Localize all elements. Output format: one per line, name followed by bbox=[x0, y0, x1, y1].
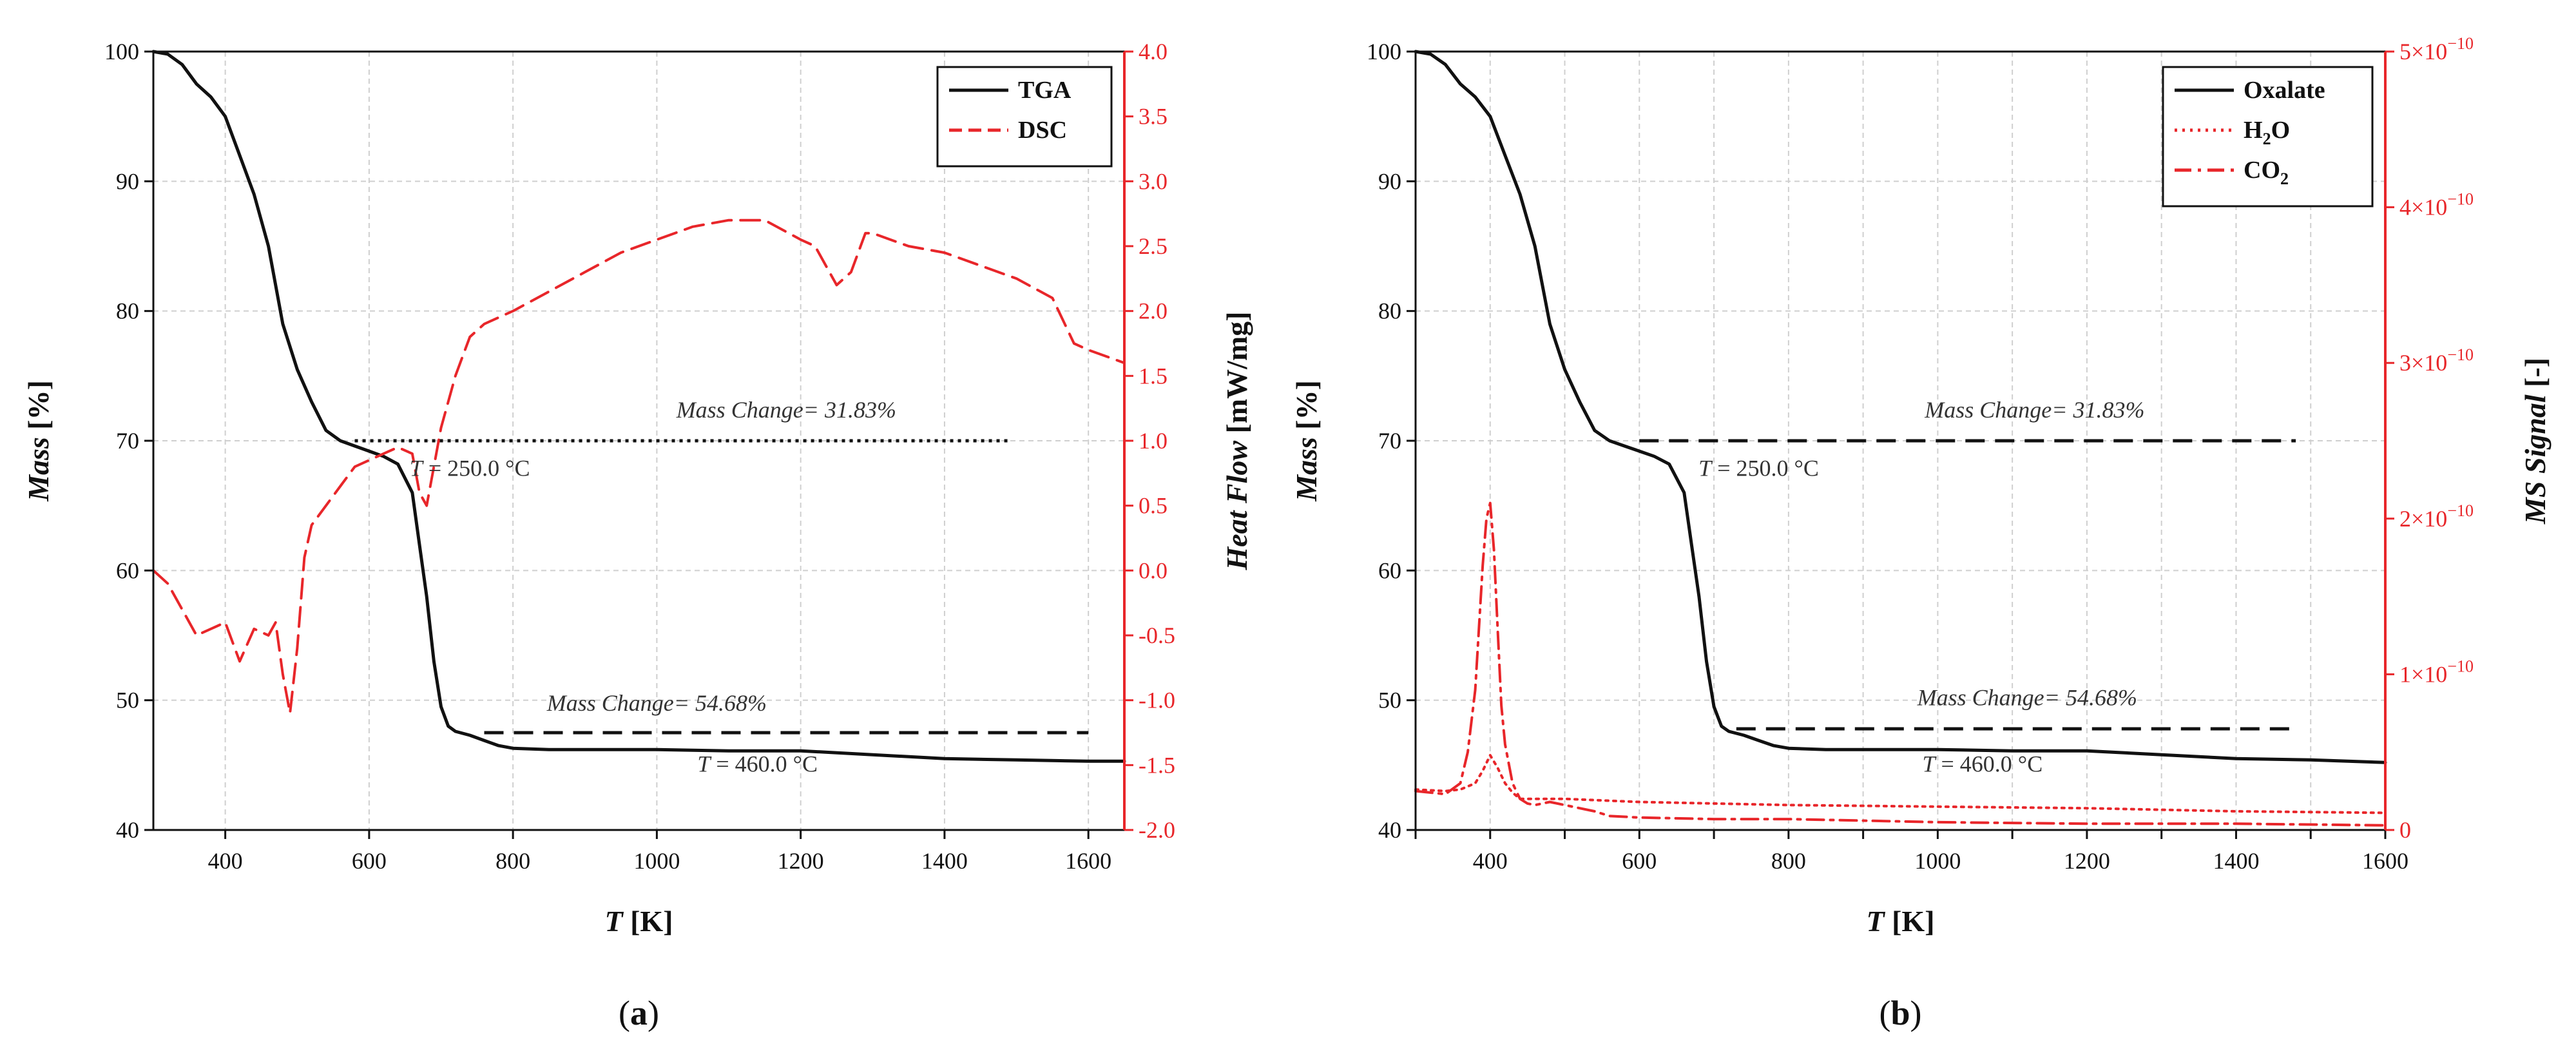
y-tick-label: 100 bbox=[104, 39, 139, 64]
panel-a-mass-change-lines bbox=[354, 439, 1089, 735]
temperature-label: T = 460.0 °C bbox=[1922, 751, 2043, 776]
y2-tick-label: 4.0 bbox=[1139, 39, 1168, 64]
y-tick-label: 80 bbox=[1378, 298, 1401, 324]
x-tick-label: 800 bbox=[1771, 848, 1806, 874]
panel-b-y-axis-label: Mass [%] bbox=[1290, 380, 1323, 502]
legend-label: Oxalate bbox=[2244, 77, 2325, 104]
legend-label: TGA bbox=[1018, 77, 1072, 104]
y-tick-label: 100 bbox=[1367, 39, 1401, 64]
y-tick-label: 50 bbox=[1378, 688, 1401, 713]
series-oxalate-line bbox=[1414, 50, 2387, 764]
panel-a-x-axis-label: T [K] bbox=[604, 905, 673, 938]
panel-a-y2-ticks: -2.0 -1.5 -1.0 -0.5 0.0 0.5 1.0 1.5 2.0 2.5 3.0 3.5… bbox=[1123, 39, 1175, 843]
x-tick-label: 1200 bbox=[778, 848, 824, 874]
panel-b-label: (b) bbox=[1879, 994, 1921, 1032]
mass-change-label: Mass Change= 54.68% bbox=[546, 690, 767, 716]
y-tick-label: 90 bbox=[116, 168, 139, 194]
y2-tick-label: 2.5 bbox=[1139, 233, 1168, 259]
x-tick-label: 1200 bbox=[2064, 848, 2110, 874]
x-tick-label: 600 bbox=[1622, 848, 1657, 874]
panel-b-chart: 400 600 800 1000 1200 1400 1600 40506070809010… bbox=[1290, 34, 2552, 1032]
panel-b-mass-change-lines bbox=[1639, 439, 2296, 731]
temperature-label: T = 460.0 °C bbox=[697, 751, 818, 776]
mass-change-label: Mass Change= 31.83% bbox=[1924, 397, 2144, 423]
legend-label: H2O bbox=[2244, 117, 2290, 148]
temperature-label: T = 250.0 °C bbox=[410, 455, 530, 481]
panel-a-y-axis-label: Mass [%] bbox=[22, 380, 55, 502]
y-tick-label: 60 bbox=[1378, 557, 1401, 583]
y2-tick-label: 4×10−10 bbox=[2399, 190, 2474, 220]
panel-b-legend: Oxalate H2O CO2 bbox=[2162, 66, 2374, 207]
y-tick-label: 90 bbox=[1378, 168, 1401, 194]
x-tick-label: 1600 bbox=[1065, 848, 1111, 874]
panel-b-y2-axis-label: MS Signal [-] bbox=[2519, 358, 2552, 525]
y2-tick-label: 0.5 bbox=[1139, 493, 1168, 519]
panel-a-y-ticks: 40 50 60 70 80 90 100 bbox=[104, 39, 153, 843]
x-tick-label: 400 bbox=[208, 848, 243, 874]
y2-tick-label: 2.0 bbox=[1139, 298, 1168, 324]
y2-tick-label: 3.5 bbox=[1139, 104, 1168, 130]
panel-b-y-ticks: 40 50 60 70 80 90 100 bbox=[1367, 39, 1416, 843]
panel-a-legend: TGA DSC bbox=[936, 66, 1113, 168]
y2-tick-label: -2.0 bbox=[1139, 817, 1175, 843]
series-dsc-line bbox=[152, 218, 1126, 715]
y-tick-label: 60 bbox=[116, 557, 139, 583]
y-tick-label: 40 bbox=[1378, 817, 1401, 843]
x-tick-label: 1600 bbox=[2362, 848, 2408, 874]
panel-a-series bbox=[151, 50, 1126, 763]
y-tick-label: 80 bbox=[116, 298, 139, 324]
y-tick-label: 70 bbox=[1378, 428, 1401, 454]
y2-tick-label: 5×10−10 bbox=[2399, 34, 2474, 64]
panel-b-series bbox=[1414, 50, 2387, 827]
panel-b-annotations: Mass Change= 31.83% Mass Change= 54.68% T … bbox=[1698, 397, 2144, 777]
y-tick-label: 40 bbox=[116, 817, 139, 843]
legend-box bbox=[936, 66, 1113, 168]
x-tick-label: 400 bbox=[1473, 848, 1508, 874]
y2-tick-label: 3.0 bbox=[1139, 168, 1168, 194]
y2-tick-label: 3×10−10 bbox=[2399, 345, 2474, 376]
x-tick-label: 800 bbox=[495, 848, 530, 874]
panel-b-x-axis-label: T [K] bbox=[1866, 905, 1934, 938]
temperature-label: T = 250.0 °C bbox=[1698, 455, 1819, 481]
y2-tick-label: -0.5 bbox=[1139, 622, 1175, 648]
y2-tick-label: 2×10−10 bbox=[2399, 501, 2474, 532]
y2-tick-label: -1.0 bbox=[1139, 688, 1175, 713]
y2-tick-label: 1.0 bbox=[1139, 428, 1168, 454]
y2-tick-label: 0 bbox=[2399, 817, 2411, 843]
panel-a-annotations: Mass Change= 31.83% Mass Change= 54.68% T … bbox=[410, 397, 896, 777]
legend-label: DSC bbox=[1018, 117, 1067, 144]
series-h2o-line bbox=[1414, 754, 2387, 815]
panel-b-x-ticks: 400 600 800 1000 1200 1400 1600 bbox=[1414, 830, 2408, 874]
x-tick-label: 1400 bbox=[921, 848, 968, 874]
x-tick-label: 1000 bbox=[633, 848, 680, 874]
y-tick-label: 50 bbox=[116, 688, 139, 713]
x-tick-label: 1000 bbox=[1914, 848, 1961, 874]
legend-label: CO2 bbox=[2244, 157, 2289, 188]
x-tick-label: 1400 bbox=[2213, 848, 2259, 874]
y2-tick-label: -1.5 bbox=[1139, 752, 1175, 778]
panel-a-label: (a) bbox=[619, 994, 659, 1032]
y2-tick-label: 1.5 bbox=[1139, 363, 1168, 389]
mass-change-label: Mass Change= 31.83% bbox=[676, 397, 896, 423]
panel-b-y2-ticks: 0 1×10−10 2×10−10 3×10−10 4×10−10 5×10−10 bbox=[2384, 34, 2474, 843]
y2-tick-label: 1×10−10 bbox=[2399, 657, 2474, 687]
y-tick-label: 70 bbox=[116, 428, 139, 454]
x-tick-label: 600 bbox=[352, 848, 387, 874]
series-co2-line bbox=[1414, 501, 2387, 827]
panel-a-x-ticks: 400 600 800 1000 1200 1400 1600 bbox=[208, 830, 1111, 874]
panel-a-chart: 400 600 800 1000 1200 1400 1600 40 50 60 70 80 90 10… bbox=[22, 39, 1253, 1032]
y2-tick-label: 0.0 bbox=[1139, 557, 1168, 583]
mass-change-label: Mass Change= 54.68% bbox=[1917, 685, 2137, 711]
panel-a-y2-axis-label: Heat Flow [mW/mg] bbox=[1220, 311, 1253, 570]
series-tga-line bbox=[151, 50, 1126, 763]
